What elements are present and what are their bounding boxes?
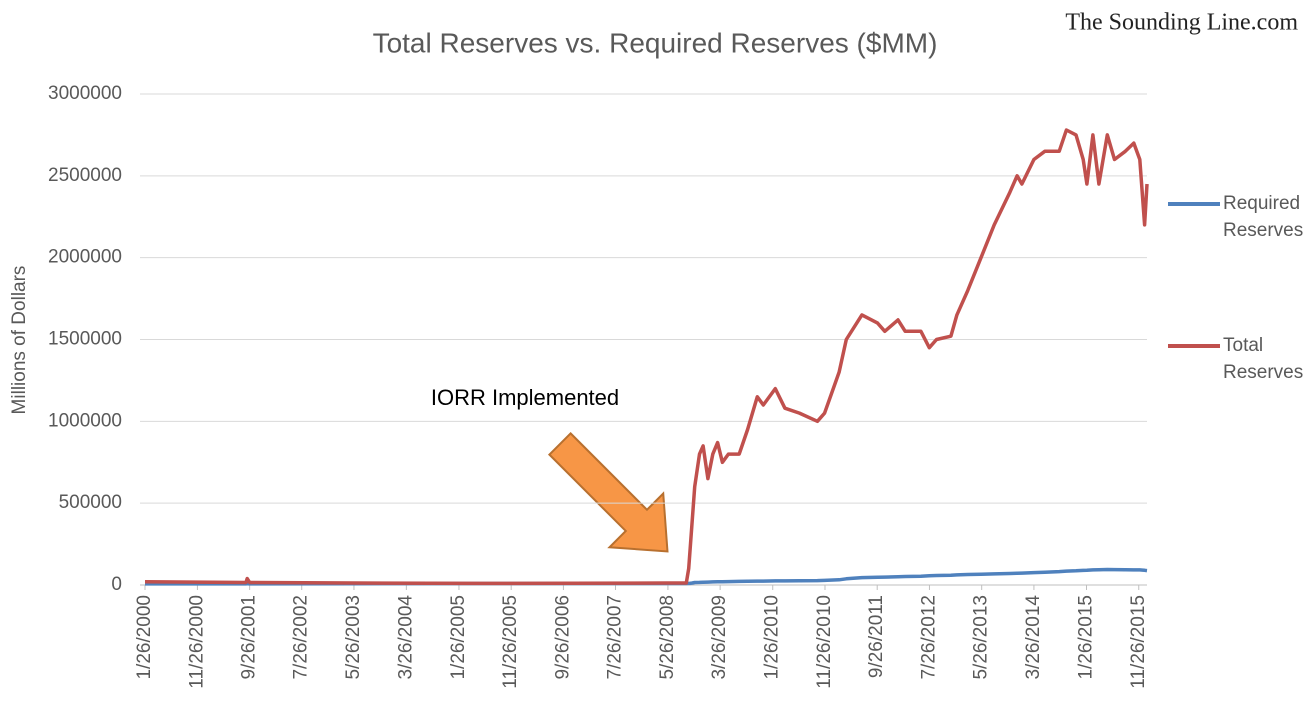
x-tick-label: 1/26/2000 bbox=[134, 595, 155, 680]
x-tick-label: 1/26/2005 bbox=[448, 595, 469, 680]
y-tick-label: 1000000 bbox=[48, 410, 122, 431]
x-tick-label: 9/26/2001 bbox=[239, 595, 260, 680]
y-tick-label: 1500000 bbox=[48, 329, 122, 350]
x-tick-label: 11/26/2005 bbox=[500, 595, 521, 689]
legend-label: Total Reserves bbox=[1223, 335, 1304, 383]
x-tick-label: 7/26/2002 bbox=[291, 595, 312, 680]
x-tick-label: 1/26/2015 bbox=[1076, 595, 1097, 680]
x-tick-label: 7/26/2012 bbox=[918, 595, 939, 680]
x-tick-label: 9/26/2011 bbox=[866, 595, 887, 678]
y-tick-label: 2500000 bbox=[48, 165, 122, 186]
x-tick-label: 7/26/2007 bbox=[605, 595, 626, 680]
x-tick-label: 3/26/2014 bbox=[1023, 595, 1044, 680]
x-tick-label: 3/26/2009 bbox=[709, 595, 730, 680]
x-tick-label: 11/26/2000 bbox=[186, 595, 207, 689]
y-tick-label: 3000000 bbox=[48, 83, 122, 104]
x-tick-label: 3/26/2004 bbox=[395, 595, 416, 680]
y-tick-label: 2000000 bbox=[48, 247, 122, 268]
series-line bbox=[144, 128, 1149, 586]
chart-title: Total Reserves vs. Required Reserves ($M… bbox=[373, 27, 938, 58]
legend-label: Required Reserves bbox=[1223, 193, 1304, 241]
grid bbox=[140, 93, 1147, 586]
y-tick-label: 500000 bbox=[59, 492, 122, 513]
watermark: The Sounding Line.com bbox=[1065, 10, 1298, 36]
x-tick-label: 11/26/2010 bbox=[814, 595, 835, 689]
x-tick-label: 1/26/2010 bbox=[762, 595, 783, 680]
x-tick-label: 5/26/2003 bbox=[343, 595, 364, 680]
annotation-arrow bbox=[547, 431, 669, 553]
x-tick-label: 5/26/2013 bbox=[971, 595, 992, 680]
x-tick-label: 5/26/2008 bbox=[657, 595, 678, 680]
annotation: IORR Implemented bbox=[431, 385, 619, 410]
y-axis-label: Millions of Dollars bbox=[9, 266, 30, 415]
series-line bbox=[145, 567, 1148, 586]
y-tick-label: 0 bbox=[111, 574, 122, 595]
x-tick-label: 11/26/2015 bbox=[1128, 595, 1149, 689]
x-tick-label: 9/26/2006 bbox=[552, 595, 573, 680]
